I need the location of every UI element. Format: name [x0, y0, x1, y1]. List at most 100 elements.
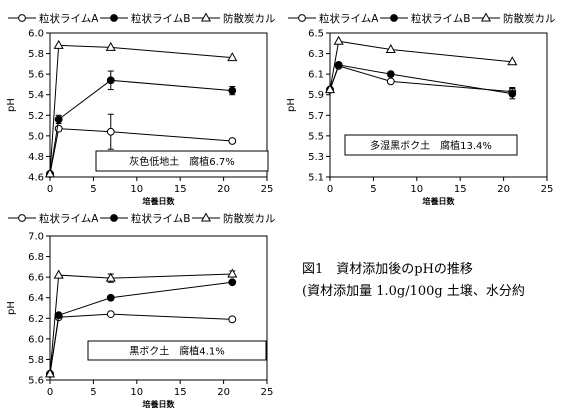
data-point [228, 86, 237, 95]
data-point [227, 268, 238, 278]
y-tick-label: 6.1 [308, 70, 324, 81]
series-2 [46, 70, 237, 178]
soil-label: 灰色低地土 腐植6.7% [129, 155, 234, 168]
y-tick-label: 6.0 [28, 29, 44, 40]
y-tick-label: 5.8 [28, 355, 44, 366]
y-tick-label: 5.6 [28, 376, 44, 387]
legend-marker [480, 12, 492, 22]
x-tick-label: 25 [261, 184, 274, 195]
data-point [44, 368, 56, 378]
x-axis-label: 培養日数 [143, 196, 176, 206]
x-tick-label: 15 [454, 184, 467, 195]
data-point [53, 269, 64, 279]
series-line [329, 40, 513, 90]
x-tick-label: 0 [47, 387, 53, 398]
soil-label-box [87, 340, 267, 361]
legend-marker [110, 214, 118, 222]
x-tick-label: 5 [90, 387, 96, 398]
series-line [49, 281, 233, 374]
y-tick-label: 5.3 [308, 152, 324, 163]
plot-frame [329, 32, 548, 178]
y-tick-label: 5.5 [308, 131, 324, 142]
series-2 [46, 278, 237, 378]
y-tick-label: 5.4 [28, 90, 44, 101]
chart-panel-3: 5.6 5.8 6.0 6.2 6.4 6.6 6.8 7.0 0 5 10 15 20 25 培養日数 pH… [6, 212, 276, 409]
legend: 粒状ライムA 粒状ライムB 防散炭カル [8, 12, 276, 25]
x-tick-label: 0 [327, 184, 333, 195]
series-3 [44, 39, 238, 178]
y-tick-label: 4.8 [28, 152, 44, 163]
series-2 [326, 60, 517, 100]
y-tick-label: 4.6 [28, 173, 44, 184]
y-tick-label: 5.2 [28, 111, 44, 122]
soil-label: 多湿黒ボク土 腐植13.4% [370, 139, 492, 152]
y-tick-label: 7.0 [28, 232, 44, 243]
data-point [324, 84, 336, 94]
y-tick-label: 5.1 [308, 173, 324, 184]
data-point [228, 315, 237, 324]
legend-label: 粒状ライムA [39, 12, 99, 25]
legend-marker [18, 214, 26, 222]
y-axis-label: pH [6, 301, 17, 315]
x-tick-label: 25 [261, 387, 274, 398]
data-point [334, 60, 343, 69]
legend-marker [200, 12, 212, 22]
data-point [105, 41, 116, 51]
series-line [49, 128, 233, 175]
soil-label: 黒ボク土 腐植4.1% [129, 345, 224, 358]
data-point [53, 39, 64, 49]
legend-marker [298, 14, 306, 22]
x-tick-label: 25 [541, 184, 554, 195]
series-line [49, 273, 233, 374]
data-point [106, 293, 115, 302]
y-tick-label: 6.8 [28, 252, 44, 263]
plot-frame [49, 32, 268, 178]
data-point [507, 56, 518, 66]
y-tick-label: 6.5 [308, 29, 324, 40]
x-tick-label: 10 [410, 184, 423, 195]
data-point [106, 76, 115, 85]
y-tick-label: 6.0 [28, 334, 44, 345]
data-point [228, 137, 237, 145]
x-tick-label: 15 [174, 387, 187, 398]
series-3 [324, 35, 518, 94]
y-tick-label: 6.2 [28, 314, 44, 325]
data-point [44, 168, 56, 178]
x-tick-label: 20 [217, 387, 230, 398]
y-axis-label: pH [6, 98, 17, 112]
x-tick-label: 10 [130, 184, 143, 195]
y-tick-label: 5.9 [308, 90, 324, 101]
data-point [105, 272, 116, 282]
x-tick-label: 20 [217, 184, 230, 195]
x-tick-label: 0 [47, 184, 53, 195]
legend-label: 防散炭カル [223, 212, 276, 225]
series-line [49, 79, 233, 174]
data-point [106, 127, 115, 136]
data-point [54, 124, 63, 133]
x-tick-label: 5 [90, 184, 96, 195]
data-point [508, 89, 517, 98]
data-point [386, 70, 395, 79]
y-tick-label: 6.6 [28, 273, 44, 284]
y-axis-label: pH [286, 98, 297, 112]
legend-label: 粒状ライムB [411, 12, 471, 25]
legend-marker [110, 14, 118, 22]
x-tick-label: 10 [130, 387, 143, 398]
data-point [385, 43, 396, 53]
soil-label-box [95, 150, 269, 172]
series-line [49, 44, 233, 174]
legend-label: 防散炭カル [223, 12, 276, 25]
chart-panel-1: 4.6 4.8 5.0 5.2 5.4 5.6 5.8 6.0 0 5 10 15 20 25 培養日数 pH… [6, 12, 276, 206]
data-point [228, 278, 237, 287]
series-3 [44, 268, 238, 378]
x-tick-label: 15 [174, 184, 187, 195]
plot-frame [49, 235, 268, 381]
data-point [54, 311, 63, 320]
legend-label: 粒状ライムA [319, 12, 379, 25]
soil-label-box [344, 134, 518, 156]
y-tick-label: 5.7 [308, 111, 324, 122]
x-tick-label: 5 [370, 184, 376, 195]
legend-marker [390, 14, 398, 22]
x-axis-label: 培養日数 [423, 196, 456, 206]
